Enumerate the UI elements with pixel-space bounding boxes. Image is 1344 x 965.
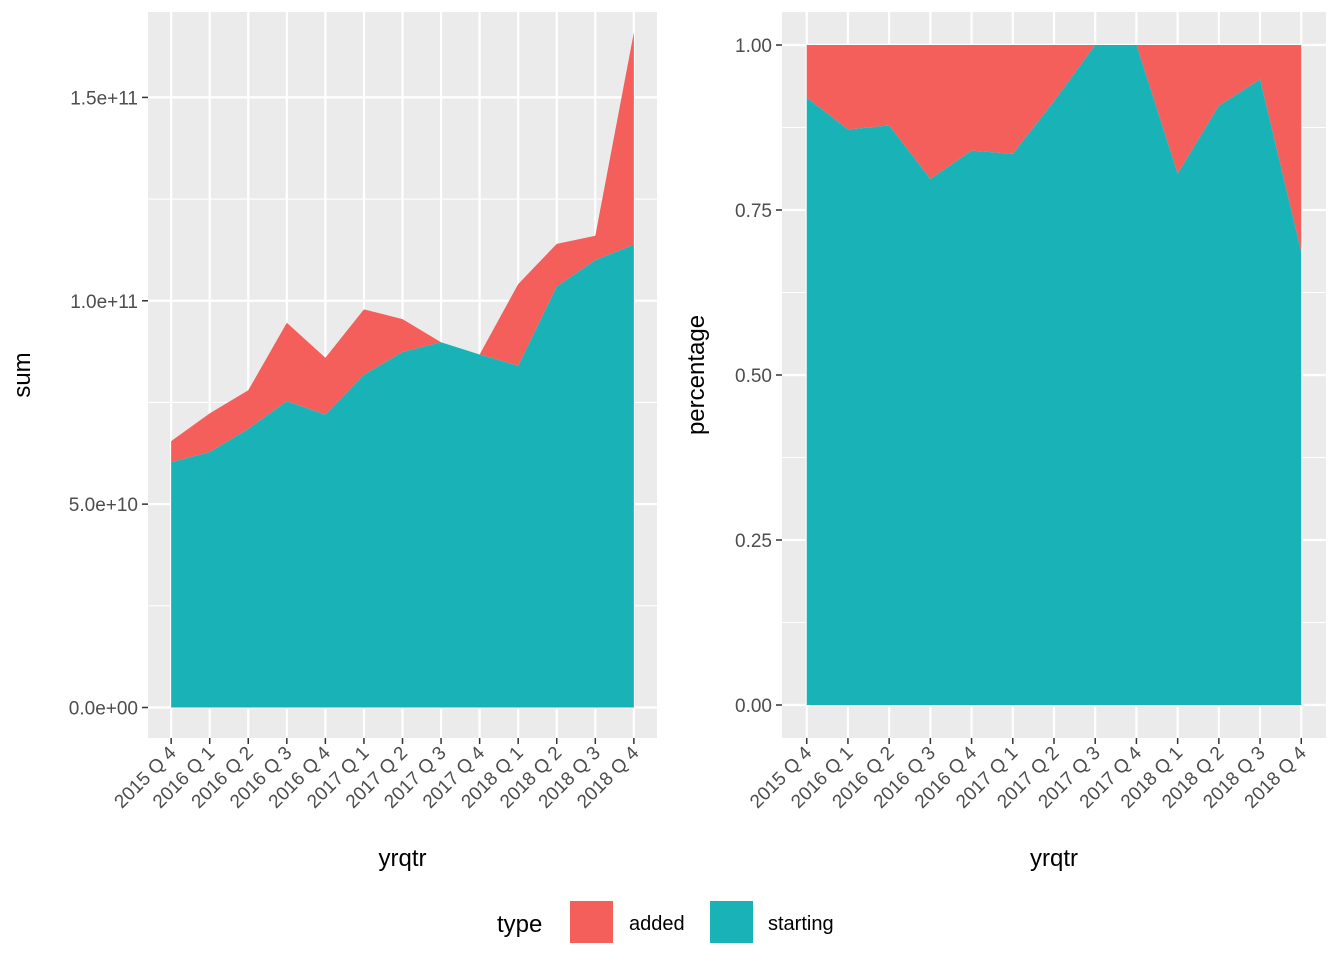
y-tick-label: 0.50 (735, 366, 772, 387)
y-axis-title: sum (9, 352, 36, 397)
legend-label-added: added (629, 913, 685, 935)
y-axis-title: percentage (683, 315, 710, 435)
legend: type added starting (497, 901, 834, 943)
legend-swatch-added (570, 901, 613, 943)
legend-swatch-starting (710, 901, 753, 943)
legend-title: type (497, 911, 542, 938)
area-starting (171, 244, 634, 708)
x-axis-title: yrqtr (379, 845, 427, 872)
area-added (806, 45, 1302, 253)
y-tick-label: 5.0e+10 (69, 495, 138, 516)
y-tick-label: 0.25 (735, 531, 772, 552)
legend-label-starting: starting (768, 913, 834, 935)
area-added (171, 32, 634, 463)
y-tick-label: 1.0e+11 (70, 292, 138, 313)
y-tick-label: 1.5e+11 (70, 88, 138, 109)
x-axis-title: yrqtr (1030, 845, 1078, 872)
y-tick-label: 0.75 (735, 201, 772, 222)
area-starting (806, 45, 1302, 705)
y-tick-label: 0.0e+00 (69, 698, 138, 719)
y-tick-label: 0.00 (735, 696, 772, 717)
y-tick-label: 1.00 (735, 36, 772, 57)
